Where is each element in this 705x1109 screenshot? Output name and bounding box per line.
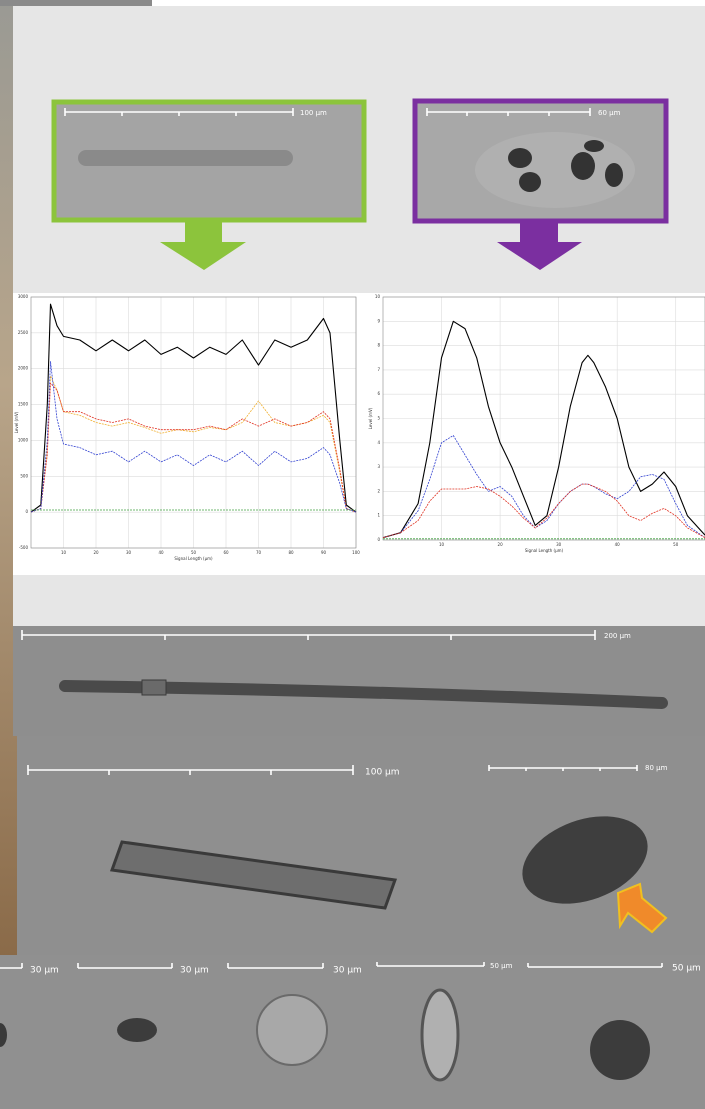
y-tick-label: 500 bbox=[20, 473, 28, 478]
y-tick-label: 5 bbox=[377, 416, 380, 421]
y-tick-label: 6 bbox=[377, 391, 380, 396]
y-axis-title: Level (mV) bbox=[14, 411, 19, 433]
chart: -500 0 500 1000 1500 2000 2500 3000 10 20 30 40 50 60… bbox=[13, 293, 362, 575]
series-line bbox=[30, 382, 357, 513]
scale-bar bbox=[64, 108, 294, 116]
scale-label: 50 µm bbox=[672, 964, 701, 974]
x-tick-label: 20 bbox=[498, 542, 504, 547]
arrow bbox=[497, 222, 582, 270]
scale-label: 30 µm bbox=[333, 966, 362, 976]
y-tick-label: -500 bbox=[19, 545, 29, 550]
x-tick-label: 60 bbox=[223, 550, 229, 555]
cell bbox=[590, 1020, 650, 1080]
x-tick-label: 70 bbox=[256, 550, 262, 555]
scale-label: 100 µm bbox=[300, 109, 327, 117]
cell bbox=[522, 816, 648, 904]
plot-frame bbox=[30, 296, 357, 549]
x-tick-label: 50 bbox=[191, 550, 197, 555]
x-tick-label: 20 bbox=[93, 550, 99, 555]
cell bbox=[605, 163, 623, 187]
x-tick-label: 80 bbox=[288, 550, 294, 555]
cell bbox=[584, 140, 604, 152]
x-tick-label: 100 bbox=[352, 550, 360, 555]
y-axis-title: Level (mV) bbox=[368, 407, 373, 429]
scale-bar bbox=[0, 962, 663, 969]
plot-frame bbox=[382, 296, 705, 541]
scale-label: 80 µm bbox=[645, 764, 668, 772]
gap-panel bbox=[13, 575, 705, 626]
scale-bar bbox=[27, 765, 354, 775]
chart-background bbox=[13, 293, 362, 575]
y-tick-label: 0 bbox=[377, 537, 380, 542]
scale-bar bbox=[488, 765, 638, 771]
y-tick-label: 1000 bbox=[18, 437, 29, 442]
chart: 0 1 2 3 4 5 6 7 8 9 10 10 20 30 40 50 Signal Length (µm)… bbox=[367, 293, 705, 575]
y-tick-label: 7 bbox=[377, 367, 380, 372]
y-tick-label: 1500 bbox=[18, 402, 29, 407]
cell bbox=[117, 1018, 157, 1042]
y-tick-label: 4 bbox=[377, 440, 380, 445]
cell bbox=[256, 994, 328, 1066]
cell bbox=[571, 152, 595, 180]
y-tick-label: 3000 bbox=[18, 294, 29, 299]
scale-bar bbox=[21, 630, 596, 640]
arrow bbox=[160, 222, 246, 270]
cell bbox=[519, 172, 541, 192]
x-tick-label: 10 bbox=[61, 550, 67, 555]
scale-label: 60 µm bbox=[598, 109, 621, 117]
x-tick-label: 40 bbox=[158, 550, 164, 555]
x-tick-label: 10 bbox=[439, 542, 445, 547]
background-photo-top bbox=[0, 0, 152, 6]
x-tick-label: 50 bbox=[673, 542, 679, 547]
x-tick-label: 40 bbox=[615, 542, 621, 547]
series-line bbox=[382, 320, 705, 539]
y-tick-label: 2000 bbox=[18, 366, 29, 371]
chart-background bbox=[367, 293, 705, 575]
scale-label: 30 µm bbox=[180, 966, 209, 976]
cell bbox=[0, 1023, 7, 1047]
filament bbox=[78, 150, 293, 166]
cell bbox=[508, 148, 532, 168]
y-tick-label: 8 bbox=[377, 343, 380, 348]
x-tick-label: 90 bbox=[321, 550, 327, 555]
y-tick-label: 1 bbox=[377, 513, 380, 518]
scale-label: 50 µm bbox=[490, 962, 513, 970]
chain bbox=[109, 840, 398, 910]
scale-label: 100 µm bbox=[365, 768, 400, 778]
y-tick-label: 3 bbox=[377, 464, 380, 469]
scale-bar bbox=[426, 108, 591, 116]
x-axis-title: Signal Length (µm) bbox=[525, 548, 564, 553]
y-tick-label: 0 bbox=[25, 509, 28, 514]
colony bbox=[420, 988, 460, 1082]
x-tick-label: 30 bbox=[556, 542, 562, 547]
scale-label: 30 µm bbox=[30, 966, 59, 976]
y-tick-label: 2500 bbox=[18, 330, 29, 335]
series-line bbox=[382, 435, 705, 538]
y-tick-label: 2 bbox=[377, 488, 380, 493]
y-tick-label: 9 bbox=[377, 318, 380, 323]
scale-label: 200 µm bbox=[604, 632, 631, 640]
y-tick-label: 10 bbox=[375, 294, 381, 299]
heterocyst bbox=[141, 679, 167, 696]
arrow bbox=[616, 882, 668, 934]
x-tick-label: 30 bbox=[126, 550, 132, 555]
series-line bbox=[30, 303, 357, 513]
series-line bbox=[382, 483, 705, 538]
series-line bbox=[30, 361, 357, 513]
x-axis-title: Signal Length (µm) bbox=[174, 556, 213, 561]
series-line bbox=[30, 375, 357, 513]
